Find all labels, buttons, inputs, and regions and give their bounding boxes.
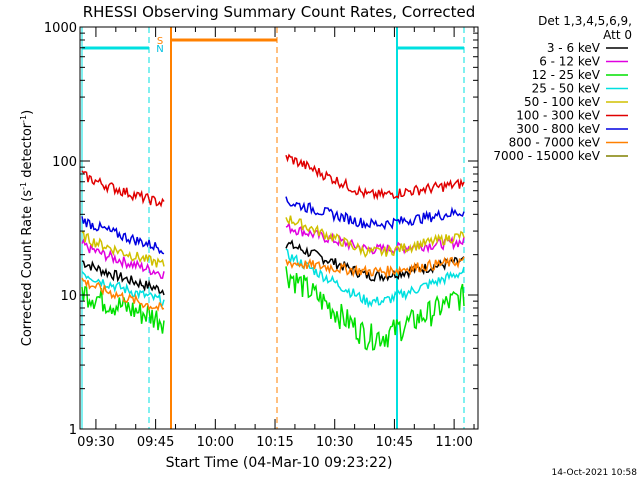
legend-label-8: 7000 - 15000 keV [493, 149, 600, 163]
y-tick-label: 1 [69, 423, 77, 438]
x-tick-label: 09:45 [137, 435, 174, 450]
y-tick-label: 1000 [44, 21, 77, 36]
x-axis-label: Start Time (04-Mar-10 09:23:22) [166, 455, 393, 471]
series-7 [81, 256, 465, 312]
legend-header-1: Det 1,3,4,5,6,9, [538, 14, 632, 28]
y-tick-label: 10 [60, 289, 77, 304]
series-4 [81, 215, 465, 268]
y-label-part-1: Corrected Count Rate (s [20, 190, 35, 347]
y-tick-label: 100 [52, 155, 77, 170]
legend-label-5: 100 - 300 keV [516, 109, 600, 123]
axes: 1 10 100 1000 09:30 09:45 10:00 10:15 10:30 10:45… [44, 21, 479, 450]
event-marker-n: N [156, 44, 163, 55]
series-6 [81, 196, 465, 255]
series-trace-pre [81, 286, 165, 334]
series-trace-post [285, 256, 465, 280]
chart-title: RHESSI Observing Summary Count Rates, Co… [83, 3, 476, 21]
series-trace-post [285, 196, 465, 231]
footer-timestamp: 14-Oct-2021 10:58 [552, 468, 638, 478]
y-label-sup-2: -1 [19, 115, 28, 123]
event-marker-s: S [157, 36, 163, 47]
legend-label-3: 25 - 50 keV [532, 82, 601, 96]
legend-label-1: 6 - 12 keV [539, 55, 601, 69]
series-trace-post [285, 215, 465, 259]
y-label-part-3: ) [20, 110, 35, 115]
series-trace-post [285, 248, 465, 309]
legend-label-4: 50 - 100 keV [524, 95, 601, 109]
x-tick-label: 10:30 [316, 435, 353, 450]
x-tick-label: 09:30 [77, 435, 114, 450]
series-trace-pre [81, 271, 165, 307]
series-5 [81, 153, 465, 208]
x-tick-label: 10:15 [256, 435, 293, 450]
x-tick-label: 10:45 [376, 435, 413, 450]
y-label-sup-1: -1 [19, 182, 28, 190]
series-trace-pre [81, 277, 165, 312]
x-tick-label: 10:00 [197, 435, 234, 450]
legend-label-6: 300 - 800 keV [516, 122, 600, 136]
y-axis-label: Corrected Count Rate (s-1 detector-1) [19, 110, 35, 346]
series-trace-pre [81, 230, 165, 268]
y-label-part-2: detector [20, 122, 35, 182]
series-trace-pre [81, 216, 165, 255]
series-trace-pre [81, 260, 165, 296]
series-trace-post [285, 153, 465, 201]
event-guides: SN [81, 27, 465, 429]
series-trace-post [285, 266, 465, 351]
legend-label-2: 12 - 25 keV [532, 68, 601, 82]
plot-frame [79, 26, 479, 430]
x-tick-label: 11:00 [435, 435, 472, 450]
legend-label-7: 800 - 7000 keV [509, 136, 601, 150]
series-trace-pre [81, 238, 165, 279]
legend-label-0: 3 - 6 keV [547, 41, 601, 55]
legend-header-2: Att 0 [603, 28, 632, 42]
series-3 [81, 248, 465, 309]
series-trace-pre [81, 170, 165, 208]
series-layer [81, 153, 465, 351]
series-2 [81, 266, 465, 351]
